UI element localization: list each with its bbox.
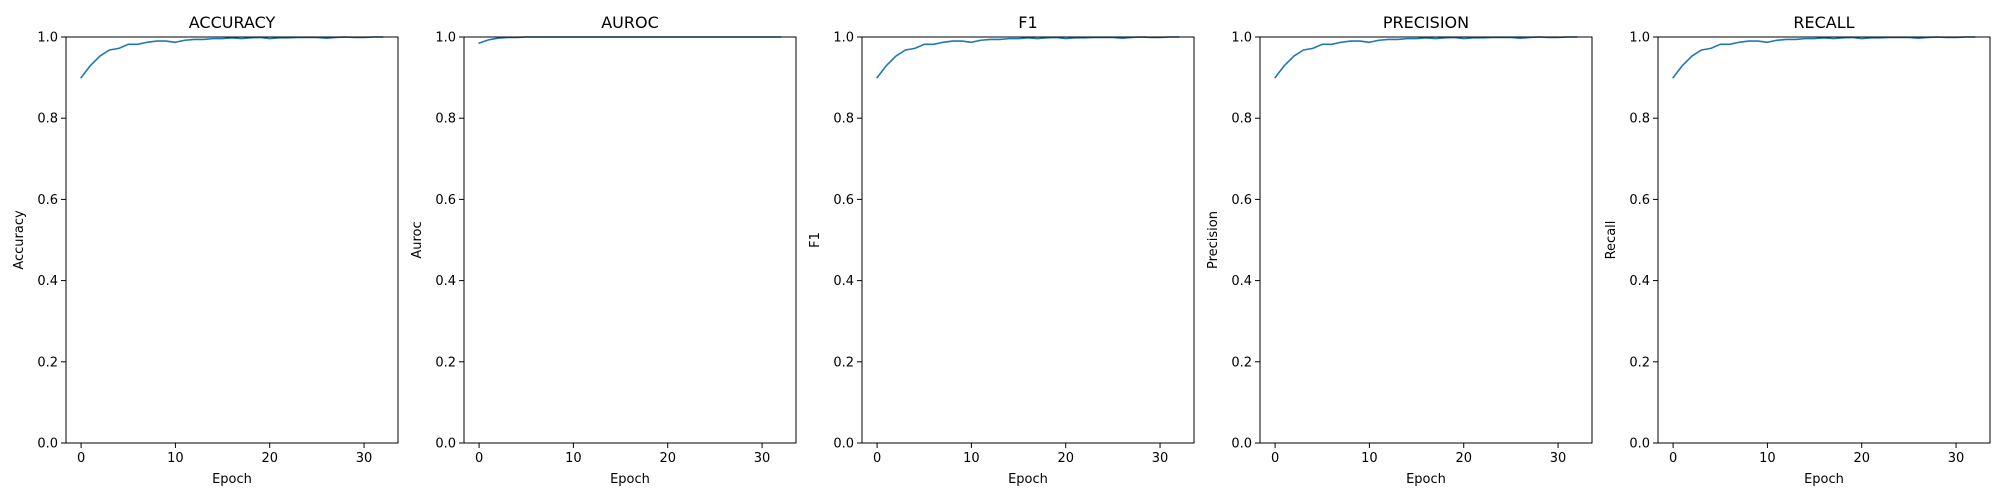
x-tick-label: 30 bbox=[1948, 451, 1965, 466]
y-tick-label: 1.0 bbox=[435, 31, 456, 46]
y-tick-label: 0.8 bbox=[1231, 112, 1252, 127]
y-tick-label: 0.2 bbox=[1629, 355, 1650, 370]
chart-panel-f1: 0 10 20 30 0.0 0.2 0.4 0.6 0.8 1.0 F1 Epoch F1 bbox=[808, 13, 1195, 487]
chart-panel-accuracy: 0 10 20 30 0.0 0.2 0.4 0.6 0.8 1.0 ACCURACY Epoch Ac… bbox=[12, 13, 399, 487]
x-axis-label: Epoch bbox=[1804, 472, 1844, 487]
y-tick-label: 0.4 bbox=[833, 274, 854, 289]
series-line bbox=[876, 36, 1180, 79]
plot-frame bbox=[1259, 36, 1593, 444]
chart-panel-auroc: 0 10 20 30 0.0 0.2 0.4 0.6 0.8 1.0 AUROC Epoch Auroc bbox=[410, 13, 797, 487]
y-axis-label: Recall bbox=[1604, 221, 1619, 260]
y-tick-label: 0.8 bbox=[833, 112, 854, 127]
x-tick-label: 20 bbox=[261, 451, 278, 466]
plot-frame bbox=[65, 36, 399, 444]
y-tick-label: 0.6 bbox=[833, 193, 854, 208]
y-tick-label: 0.0 bbox=[1231, 437, 1252, 452]
series-line bbox=[1672, 36, 1976, 79]
x-tick-label: 20 bbox=[1455, 451, 1472, 466]
plot-frame bbox=[1657, 36, 1991, 444]
y-tick-label: 1.0 bbox=[1231, 31, 1252, 46]
y-tick-label: 1.0 bbox=[833, 31, 854, 46]
x-tick-label: 20 bbox=[1057, 451, 1074, 466]
y-tick-label: 0.6 bbox=[37, 193, 58, 208]
x-tick-label: 10 bbox=[1759, 451, 1776, 466]
y-tick-label: 0.4 bbox=[1629, 274, 1650, 289]
y-tick-label: 0.2 bbox=[833, 355, 854, 370]
x-tick-label: 30 bbox=[356, 451, 373, 466]
x-tick-label: 0 bbox=[873, 451, 881, 466]
y-tick-label: 0.2 bbox=[435, 355, 456, 370]
plot-frame bbox=[861, 36, 1195, 444]
chart-title: RECALL bbox=[1793, 13, 1854, 32]
chart-title: ACCURACY bbox=[189, 13, 276, 32]
x-axis-label: Epoch bbox=[610, 472, 650, 487]
x-axis-label: Epoch bbox=[1008, 472, 1048, 487]
y-tick-label: 0.0 bbox=[37, 437, 58, 452]
y-tick-label: 0.0 bbox=[1629, 437, 1650, 452]
x-tick-label: 0 bbox=[77, 451, 85, 466]
x-tick-label: 0 bbox=[1271, 451, 1279, 466]
y-tick-label: 0.0 bbox=[833, 437, 854, 452]
y-tick-label: 0.4 bbox=[435, 274, 456, 289]
x-tick-label: 10 bbox=[167, 451, 184, 466]
x-axis-label: Epoch bbox=[1406, 472, 1446, 487]
chart-title: PRECISION bbox=[1383, 13, 1469, 32]
y-tick-label: 0.4 bbox=[1231, 274, 1252, 289]
y-tick-label: 0.4 bbox=[37, 274, 58, 289]
series-line bbox=[1274, 36, 1578, 79]
y-axis-label: Precision bbox=[1206, 211, 1221, 269]
x-tick-label: 30 bbox=[1152, 451, 1169, 466]
y-tick-label: 1.0 bbox=[37, 31, 58, 46]
chart-title: AUROC bbox=[601, 13, 659, 32]
plot-frame bbox=[463, 36, 797, 444]
y-tick-label: 0.2 bbox=[1231, 355, 1252, 370]
x-tick-label: 20 bbox=[1853, 451, 1870, 466]
chart-title: F1 bbox=[1018, 13, 1037, 32]
y-tick-label: 0.8 bbox=[37, 112, 58, 127]
x-tick-label: 10 bbox=[565, 451, 582, 466]
x-tick-label: 30 bbox=[1550, 451, 1567, 466]
x-tick-label: 10 bbox=[1361, 451, 1378, 466]
x-tick-label: 20 bbox=[659, 451, 676, 466]
y-axis-label: Accuracy bbox=[12, 210, 27, 270]
x-tick-label: 30 bbox=[754, 451, 771, 466]
y-axis-label: Auroc bbox=[410, 221, 425, 258]
y-tick-label: 0.6 bbox=[435, 193, 456, 208]
x-tick-label: 10 bbox=[963, 451, 980, 466]
series-line bbox=[80, 36, 384, 79]
y-tick-label: 0.2 bbox=[37, 355, 58, 370]
y-tick-label: 1.0 bbox=[1629, 31, 1650, 46]
chart-panel-recall: 0 10 20 30 0.0 0.2 0.4 0.6 0.8 1.0 RECALL Epoch Reca… bbox=[1604, 13, 1991, 487]
y-tick-label: 0.6 bbox=[1629, 193, 1650, 208]
x-tick-label: 0 bbox=[475, 451, 483, 466]
x-axis-label: Epoch bbox=[212, 472, 252, 487]
chart-panel-precision: 0 10 20 30 0.0 0.2 0.4 0.6 0.8 1.0 PRECISION Epoch P… bbox=[1206, 13, 1593, 487]
x-tick-label: 0 bbox=[1669, 451, 1677, 466]
y-tick-label: 0.8 bbox=[435, 112, 456, 127]
y-axis-label: F1 bbox=[808, 232, 823, 248]
y-tick-label: 0.0 bbox=[435, 437, 456, 452]
y-tick-label: 0.8 bbox=[1629, 112, 1650, 127]
y-tick-label: 0.6 bbox=[1231, 193, 1252, 208]
